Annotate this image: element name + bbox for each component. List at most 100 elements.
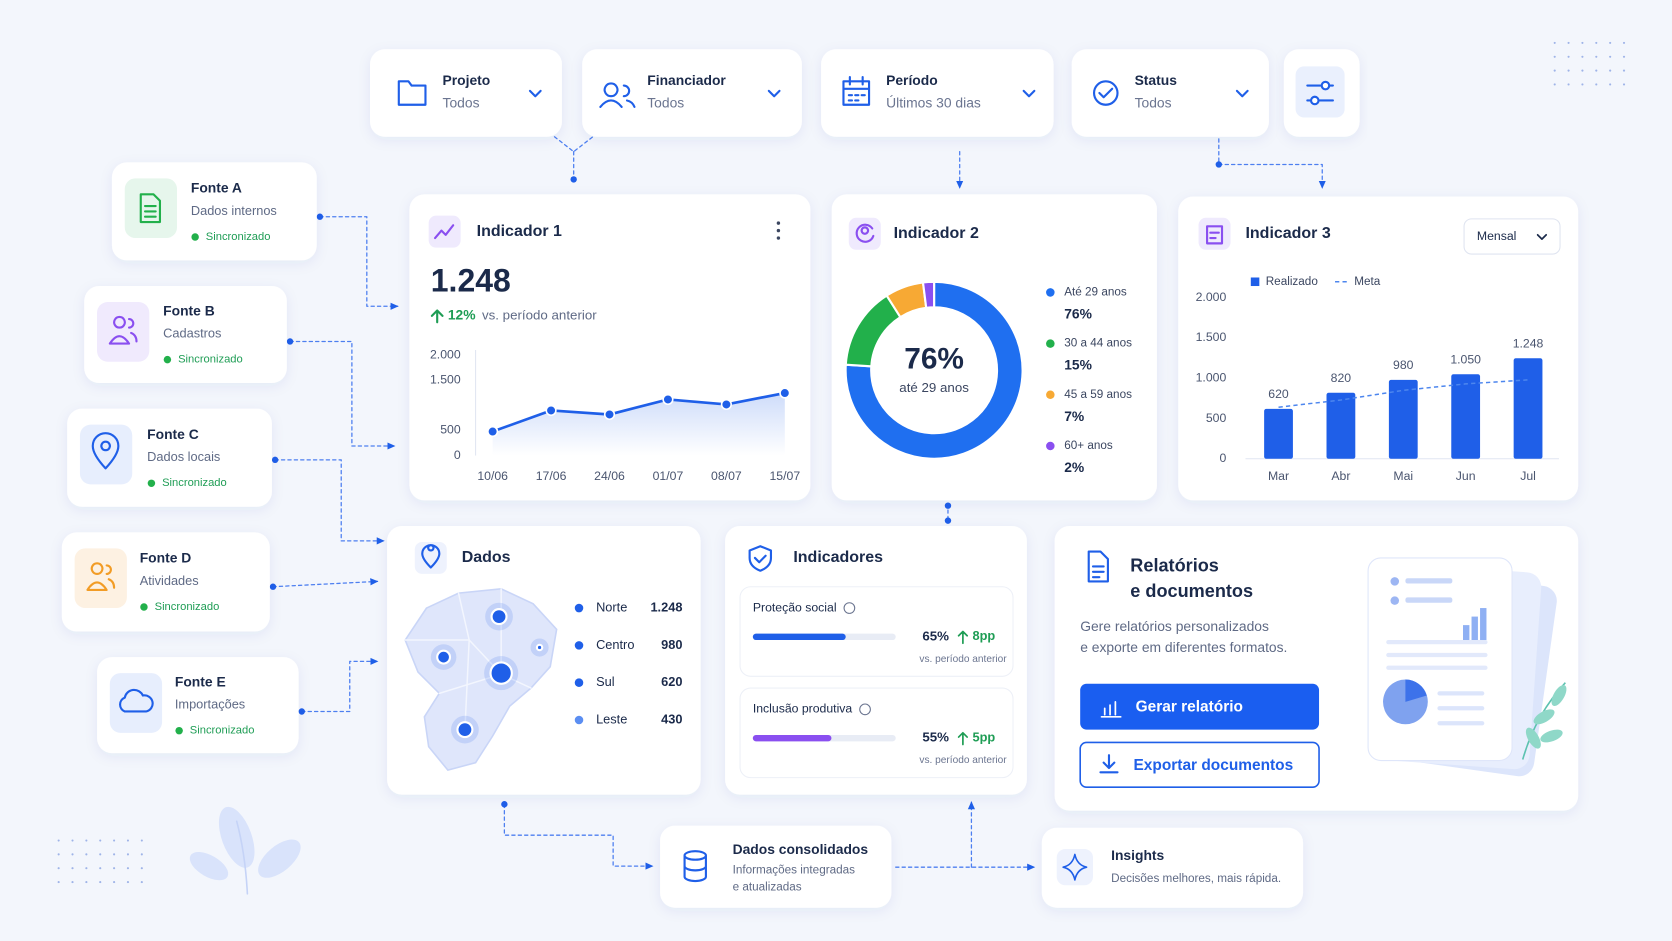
decor-dot [1567, 83, 1570, 86]
people-icon [599, 82, 636, 108]
decor-dot [1553, 41, 1556, 44]
connector-dot [269, 583, 277, 590]
status-dot [163, 355, 172, 364]
primary-button[interactable] [1080, 683, 1320, 730]
label: Fonte E [175, 673, 226, 689]
leaf [1525, 727, 1541, 749]
decor-dot [1567, 41, 1570, 44]
filter-dropdown[interactable] [582, 49, 802, 137]
connector [1218, 138, 1326, 189]
line-point [603, 408, 616, 421]
period-dropdown[interactable] [1463, 218, 1561, 255]
decor-dot [1595, 41, 1598, 44]
decor-dot [1581, 83, 1584, 86]
label: Sincronizado [155, 601, 220, 613]
leaf-stem [235, 820, 249, 895]
label: 1.248 [1513, 337, 1544, 351]
label: 76% [904, 343, 964, 376]
label: Sincronizado [206, 231, 271, 243]
label: 30 a 44 anos [1064, 337, 1132, 350]
label: 500 [1206, 411, 1227, 425]
icon-bg [1056, 849, 1093, 886]
label: Sincronizado [178, 354, 243, 366]
label: 7% [1064, 408, 1084, 424]
leaf [218, 806, 255, 868]
shield-icon [748, 545, 773, 572]
label: Inclusão produtiva [753, 702, 853, 716]
illustration [1390, 596, 1400, 605]
label: Sincronizado [162, 477, 227, 489]
label: Gerar relatório [1136, 698, 1243, 715]
label: Dados internos [191, 203, 277, 218]
label: 430 [661, 711, 682, 726]
status-dot [140, 603, 148, 611]
label: 10/06 [477, 469, 508, 483]
bar [1388, 379, 1418, 459]
label: Dados locais [147, 449, 220, 464]
decor-dot [126, 881, 130, 884]
leaf [1533, 709, 1555, 725]
label: Jun [1456, 469, 1476, 483]
label: 24/06 [594, 469, 625, 483]
label: Relatórios [1130, 555, 1219, 575]
label: Proteção social [753, 600, 837, 614]
label: e documentos [1130, 581, 1253, 601]
label: Sul [596, 674, 614, 689]
illustration [1367, 557, 1513, 762]
sparkle-icon [1062, 853, 1088, 881]
label: Insights [1111, 847, 1164, 863]
donut-slice [844, 280, 1024, 460]
bar [1264, 408, 1293, 459]
secondary-button[interactable] [1079, 741, 1320, 788]
decor-dot [71, 881, 74, 884]
legend-dot [1046, 441, 1055, 451]
label: Indicador 2 [894, 225, 979, 242]
filter-dropdown[interactable] [1071, 49, 1269, 137]
label: 8pp [972, 628, 995, 643]
label: Mensal [1477, 229, 1517, 243]
connector [503, 803, 654, 870]
info-icon [843, 602, 856, 614]
folder-icon [397, 80, 427, 106]
label: 1.500 [1196, 330, 1227, 344]
map-point [490, 608, 508, 626]
label: Exportar documentos [1134, 757, 1294, 774]
decor-dot [57, 853, 60, 856]
label: Projeto [443, 72, 491, 88]
connector [289, 340, 396, 450]
label: 1.050 [1450, 353, 1481, 367]
filter-dropdown[interactable] [370, 49, 562, 137]
progress-bar [752, 633, 846, 641]
doc-icon [1087, 550, 1109, 583]
label: 620 [661, 674, 682, 689]
illustration [1463, 625, 1470, 641]
decor-dot [1622, 83, 1626, 86]
chevron [1022, 89, 1036, 98]
decor-dot [113, 853, 116, 856]
label: Abr [1331, 469, 1350, 483]
illustration [1405, 597, 1453, 603]
row-dot [574, 715, 584, 725]
calendar-icon [842, 75, 871, 106]
decor-dot [71, 867, 74, 870]
label: vs. período anterior [482, 307, 597, 322]
decor-dot [85, 881, 88, 884]
decor-dot [1581, 69, 1584, 72]
label: 2.000 [430, 348, 461, 362]
label: 980 [1393, 358, 1414, 372]
decor-dot [1595, 83, 1598, 86]
decor-dot [1595, 69, 1598, 72]
connector [301, 657, 379, 713]
label: e exporte em diferentes formatos. [1080, 639, 1287, 655]
status-dot [175, 726, 183, 735]
decor-dot [99, 853, 102, 856]
bar [1326, 392, 1356, 459]
label: Mar [1268, 469, 1289, 483]
connector-dot [944, 502, 952, 509]
source-icon [86, 562, 116, 591]
label: 15% [1064, 357, 1092, 373]
filter-dropdown[interactable] [821, 49, 1054, 137]
chart-icon [1100, 701, 1122, 718]
decor-dot [85, 839, 88, 842]
